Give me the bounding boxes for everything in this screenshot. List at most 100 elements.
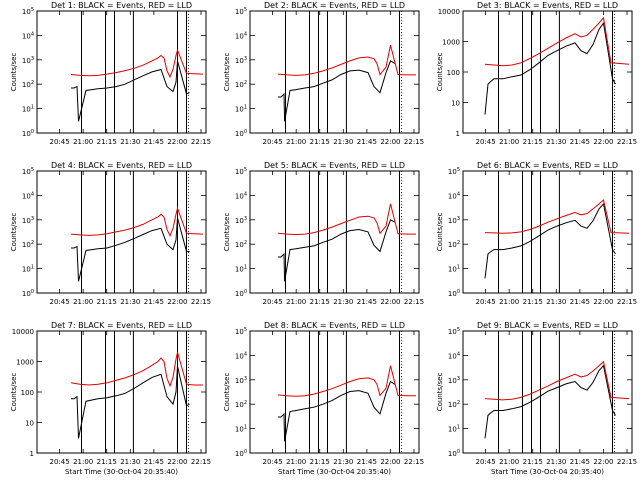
x-tick-label: 21:30 [546,138,566,146]
y-tick-label: 103 [22,56,34,65]
y-tick-label: 100 [235,449,247,458]
x-tick-label: 21:15 [97,298,117,306]
x-tick-label: 21:00 [73,458,93,466]
y-axis-label: Counts/sec [10,53,18,92]
panel-det-9: Det 9: BLACK = Events, RED = LLD Counts/s… [436,321,637,476]
events-series-line [484,364,616,439]
x-tick-label: 21:30 [333,298,353,306]
y-tick-label: 10 [451,100,460,108]
panel-det-4: Det 4: BLACK = Events, RED = LLD Counts/s… [10,161,211,306]
y-tick-label: 1 [30,450,34,458]
y-tick-label: 103 [22,216,34,225]
x-tick-label: 20:45 [476,138,496,146]
y-tick-label: 101 [448,425,460,434]
x-tick-label: 21:45 [357,298,377,306]
x-tick-label: 21:30 [120,138,140,146]
panel-title: Det 9: BLACK = Events, RED = LLD [477,321,618,330]
plot-frame [249,170,420,294]
x-tick-label: 21:45 [570,298,590,306]
plot-frame [462,170,633,294]
y-tick-label: 103 [235,216,247,225]
y-tick-label: 104 [22,191,34,200]
events-series-line [71,217,190,282]
x-tick-label: 22:15 [404,138,424,146]
plot-frame [36,170,207,294]
panel-det-5: Det 5: BLACK = Events, RED = LLD Counts/s… [223,161,424,306]
plot-frame [249,10,420,134]
y-tick-label: 100 [235,129,247,138]
y-tick-label: 101 [448,265,460,274]
panel-title: Det 1: BLACK = Events, RED = LLD [51,1,192,10]
panel-det-2: Det 2: BLACK = Events, RED = LLD Counts/s… [223,1,424,146]
y-tick-label: 101 [235,105,247,114]
y-tick-label: 105 [235,7,247,16]
events-series-line [71,60,190,122]
x-tick-label: 20:45 [50,458,70,466]
y-tick-label: 102 [448,240,460,249]
x-tick-label: 20:45 [263,458,283,466]
x-tick-label: 22:00 [380,298,400,306]
y-tick-label: 105 [235,167,247,176]
y-tick-label: 100 [21,389,34,397]
panel-det-3: Det 3: BLACK = Events, RED = LLD Counts/s… [436,1,637,146]
lld-series-line [70,48,204,79]
x-tick-label: 21:45 [144,458,164,466]
panel-det-1: Det 1: BLACK = Events, RED = LLD Counts/s… [10,1,211,146]
panel-det-7: Det 7: BLACK = Events, RED = LLD Counts/s… [10,321,211,476]
events-series-line [484,202,616,279]
x-tick-label: 21:00 [286,298,306,306]
x-tick-label: 21:45 [144,138,164,146]
y-tick-label: 105 [448,167,460,176]
y-tick-label: 102 [235,400,247,409]
lld-series-line [484,199,630,234]
x-tick-label: 21:45 [357,138,377,146]
y-tick-label: 100 [448,289,460,298]
x-tick-label: 21:15 [97,138,117,146]
lld-series-line [70,352,203,388]
events-series-line [484,21,616,115]
x-tick-label: 22:00 [593,458,613,466]
x-tick-label: 20:45 [50,138,70,146]
x-tick-label: 21:00 [499,138,519,146]
x-tick-label: 21:30 [120,298,140,306]
plot-frame [462,330,633,454]
x-tick-label: 21:00 [499,298,519,306]
y-tick-label: 104 [448,351,460,360]
panel-title: Det 8: BLACK = Events, RED = LLD [264,321,405,330]
y-axis-label: Counts/sec [223,53,231,92]
x-tick-label: 22:00 [167,138,187,146]
x-axis-label: Start Time (30-Oct-04 20:35:40) [491,468,604,476]
x-tick-label: 20:45 [476,298,496,306]
events-series-line [278,60,396,122]
lld-series-line [277,365,416,397]
y-tick-label: 103 [235,56,247,65]
y-axis-label: Counts/sec [10,373,18,412]
y-axis-label: Counts/sec [10,213,18,252]
y-tick-label: 104 [235,351,247,360]
y-tick-label: 104 [235,191,247,200]
y-tick-label: 103 [448,376,460,385]
y-tick-label: 10000 [12,328,34,336]
x-tick-label: 22:00 [380,458,400,466]
x-tick-label: 20:45 [263,138,283,146]
y-tick-label: 1000 [442,39,460,47]
x-axis-label: Start Time (30-Oct-04 20:35:40) [65,468,178,476]
y-tick-label: 100 [447,69,460,77]
x-tick-label: 21:30 [120,458,140,466]
x-tick-label: 22:00 [167,298,187,306]
y-tick-label: 100 [22,129,34,138]
y-tick-label: 1 [456,130,460,138]
panel-det-8: Det 8: BLACK = Events, RED = LLD Counts/s… [223,321,424,476]
y-tick-label: 102 [235,80,247,89]
y-tick-label: 105 [235,327,247,336]
x-tick-label: 21:30 [546,298,566,306]
x-tick-label: 20:45 [50,298,70,306]
x-tick-label: 22:00 [593,138,613,146]
panel-title: Det 5: BLACK = Events, RED = LLD [264,161,405,170]
events-series-line [71,366,190,439]
x-tick-label: 22:15 [404,298,424,306]
y-tick-label: 104 [235,31,247,40]
x-tick-label: 22:00 [380,138,400,146]
x-tick-label: 22:00 [167,458,187,466]
x-tick-label: 21:45 [570,138,590,146]
